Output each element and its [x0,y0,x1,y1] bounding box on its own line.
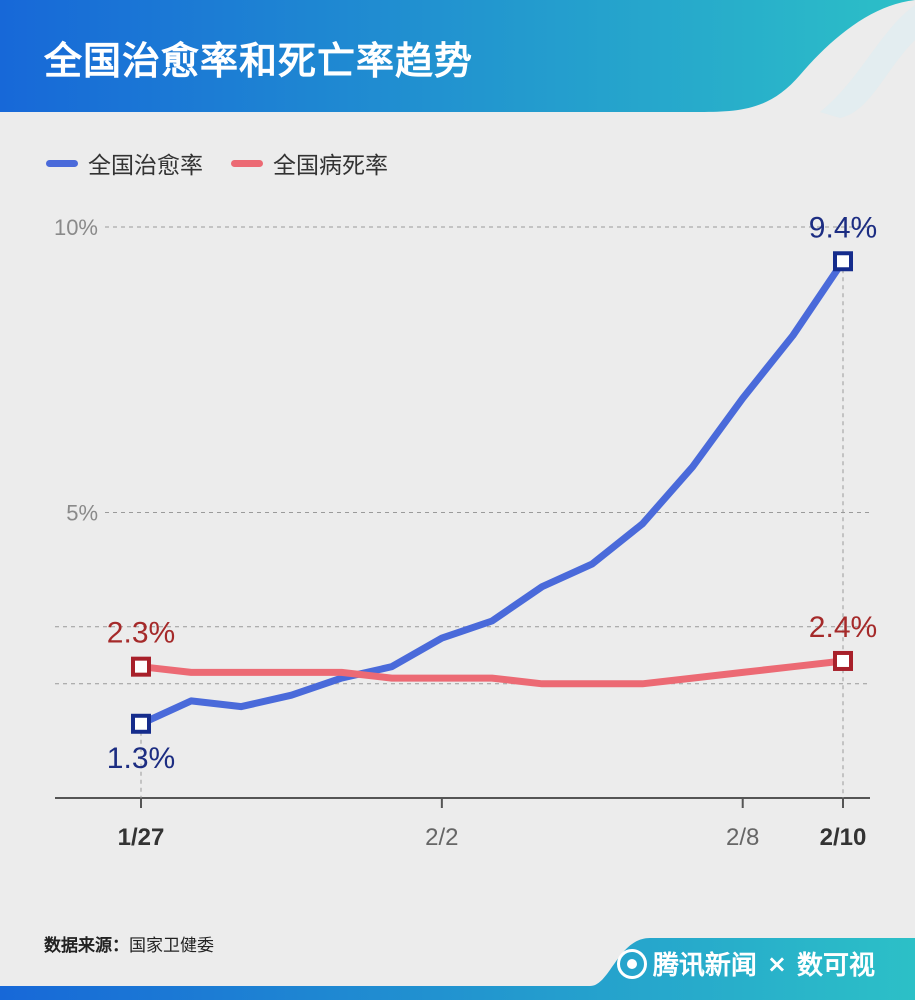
tencent-news-icon [616,948,647,979]
data-source: 数据来源：国家卫健委 [44,931,214,956]
brand-name: 腾讯新闻 [652,951,757,981]
series-line-death [137,657,847,688]
legend-swatch-death [231,159,263,167]
x-tick-label: 2/2 [425,824,458,851]
x-tick-label: 2/10 [820,824,867,851]
x-tick-label: 2/8 [726,824,759,851]
brand-partner: 数可视 [796,951,875,981]
legend-label-death: 全国病死率 [273,153,388,179]
header-banner: 全国治愈率和死亡率趋势 [0,0,915,118]
point-marker-death-start [131,656,151,677]
chart-legend: 全国治愈率 全国病死率 [46,146,388,180]
data-label-death-start: 2.3% [107,617,175,650]
y-tick-label: 5% [66,501,98,526]
x-tick-label: 1/27 [118,824,165,851]
point-marker-cure-end [833,251,853,272]
legend-swatch-cure [46,159,78,167]
legend-item-cure: 全国治愈率 [46,146,203,180]
data-label-cure-end: 9.4% [809,211,877,244]
point-marker-cure-start [131,713,151,734]
series-line-cure [137,257,847,728]
data-label-cure-start: 1.3% [107,742,175,775]
legend-label-cure: 全国治愈率 [88,153,203,179]
point-marker-death-end [833,650,853,671]
footer-bar: 腾讯新闻 × 数可视 [0,930,915,1000]
data-label-death-end: 2.4% [809,611,877,644]
brand-logo: 腾讯新闻 × 数可视 [616,945,875,982]
page-title: 全国治愈率和死亡率趋势 [44,39,474,83]
y-tick-label: 10% [54,215,98,240]
source-label: 数据来源： [44,936,129,956]
header-background [0,0,915,118]
legend-item-death: 全国病死率 [231,146,388,180]
source-value: 国家卫健委 [129,936,214,956]
footer-background [0,938,915,1000]
brand-cross: × [766,949,787,978]
